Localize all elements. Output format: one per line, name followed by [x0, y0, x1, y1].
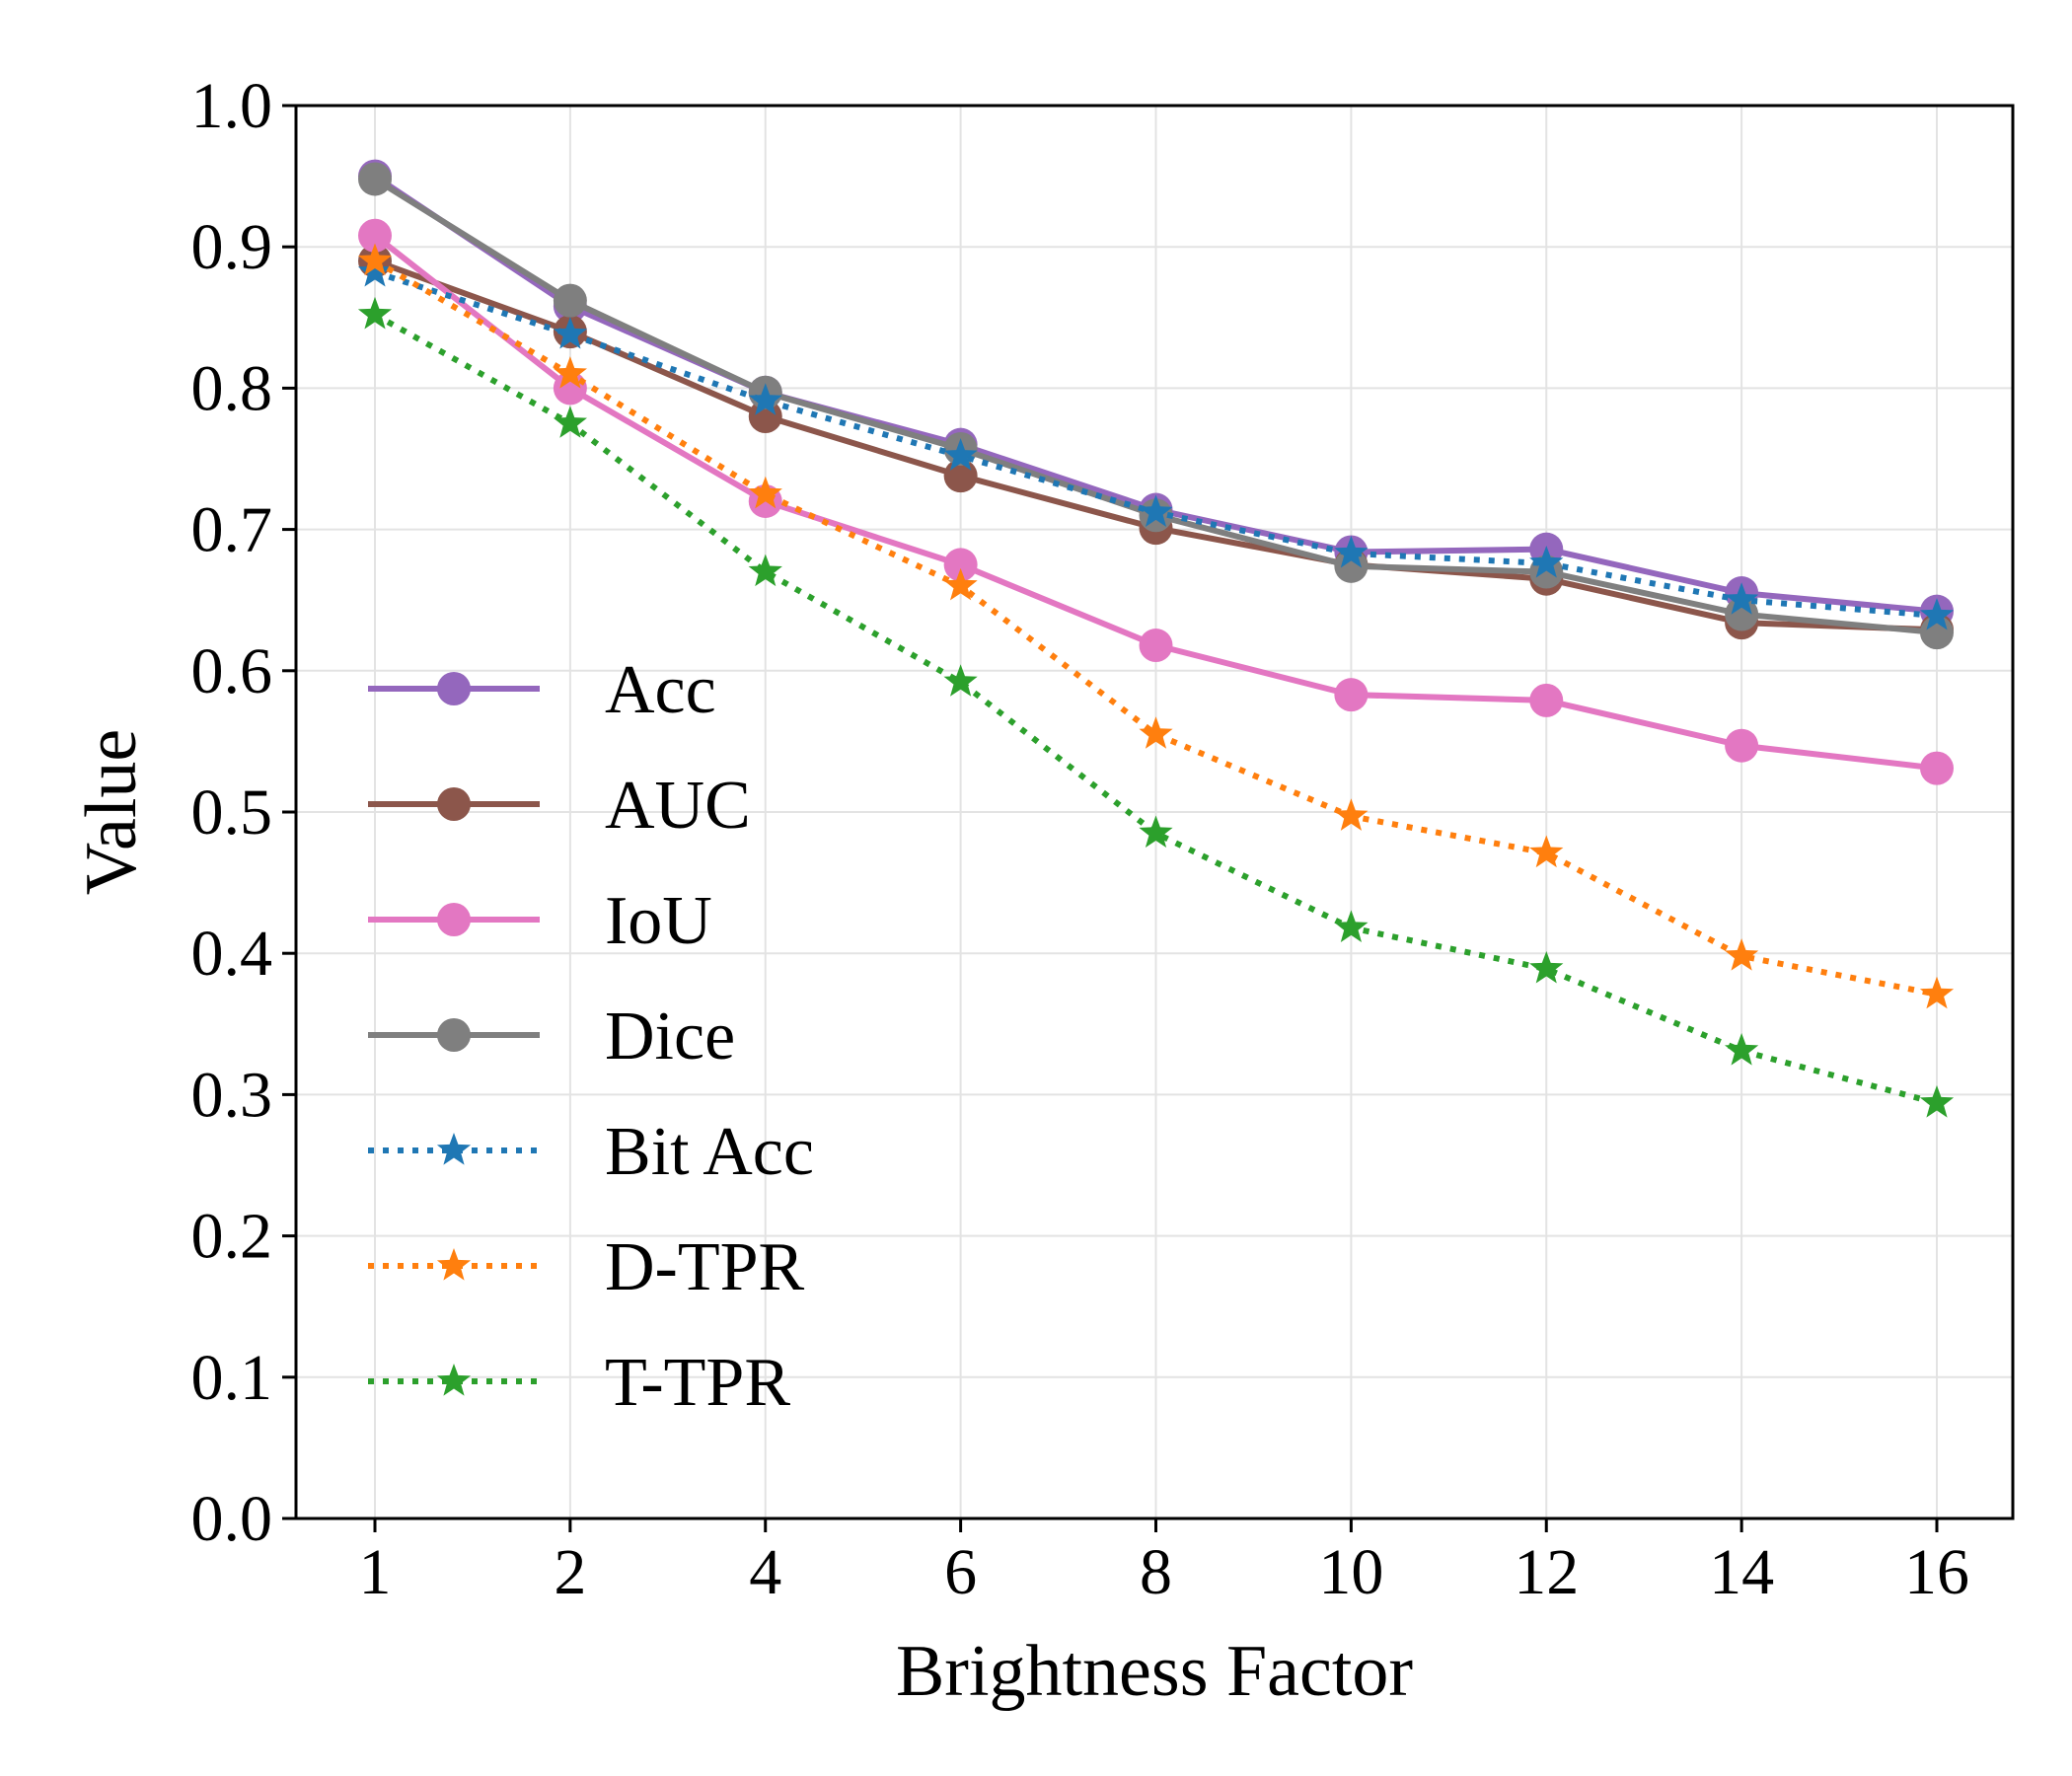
x-tick-label: 10: [1318, 1536, 1383, 1608]
data-point-dice: [1334, 549, 1369, 583]
legend-marker: [437, 1018, 471, 1052]
data-point-bit-acc: [1334, 535, 1369, 568]
legend-marker: [436, 1133, 472, 1165]
data-point-d-tpr: [1919, 976, 1955, 1009]
x-tick-label: 1: [359, 1536, 392, 1608]
data-point-d-tpr: [553, 356, 587, 389]
data-point-d-tpr: [1334, 798, 1369, 831]
data-point-iou: [1529, 683, 1564, 717]
data-point-bit-acc: [943, 438, 978, 471]
x-tick-label: 2: [554, 1536, 586, 1608]
y-tick-label: 0.9: [191, 211, 273, 283]
data-point-t-tpr: [1139, 815, 1173, 848]
legend-marker: [437, 672, 471, 705]
legend-label: IoU: [605, 883, 712, 959]
legend-item-bit-acc: Bit Acc: [368, 1114, 814, 1190]
legend-label: Dice: [605, 999, 735, 1074]
x-tick-label: 8: [1140, 1536, 1172, 1608]
data-point-iou: [1725, 728, 1759, 763]
data-point-bit-acc: [1139, 494, 1173, 527]
data-point-d-tpr: [748, 476, 782, 509]
series-bit-acc: [357, 255, 1955, 630]
series-iou: [358, 218, 1954, 785]
legend-item-iou: IoU: [368, 883, 712, 959]
data-point-dice: [358, 162, 392, 196]
legend: Acc AUC IoU Dice Bit Acc D-TPR T-TPR: [368, 652, 814, 1421]
legend-marker: [436, 1364, 472, 1396]
legend-label: AUC: [605, 768, 751, 844]
data-point-bit-acc: [357, 255, 393, 287]
legend-marker: [436, 1248, 472, 1281]
data-point-d-tpr: [943, 567, 978, 601]
data-point-bit-acc: [748, 383, 782, 415]
series-line-t-tpr: [373, 312, 1938, 1106]
legend-item-t-tpr: T-TPR: [368, 1345, 790, 1421]
data-point-d-tpr: [357, 243, 393, 276]
data-point-iou: [943, 548, 978, 582]
x-tick-label: 12: [1514, 1536, 1579, 1608]
legend-label: T-TPR: [605, 1345, 790, 1421]
data-point-d-tpr: [1139, 716, 1173, 749]
series-d-tpr: [357, 243, 1955, 1009]
legend-marker: [437, 787, 471, 821]
data-point-t-tpr: [1725, 1033, 1759, 1066]
legend-label: D-TPR: [605, 1229, 805, 1305]
data-point-d-tpr: [1725, 938, 1759, 971]
data-point-bit-acc: [1529, 546, 1564, 578]
data-point-dice: [553, 283, 587, 318]
data-point-d-tpr: [1529, 835, 1564, 868]
y-axis-title: Value: [71, 729, 152, 896]
x-axis-title: Brightness Factor: [896, 1631, 1413, 1712]
y-tick-label: 0.1: [191, 1342, 273, 1414]
legend-item-auc: AUC: [368, 768, 751, 844]
data-point-bit-acc: [553, 317, 587, 349]
data-point-dice: [1725, 597, 1759, 631]
y-tick-label: 0.6: [191, 635, 273, 707]
data-point-t-tpr: [1919, 1085, 1955, 1118]
series-t-tpr: [357, 296, 1955, 1118]
y-tick-label: 1.0: [191, 70, 273, 142]
data-point-t-tpr: [553, 406, 587, 438]
data-point-iou: [1920, 751, 1954, 785]
legend-label: Acc: [605, 652, 716, 728]
data-point-t-tpr: [943, 664, 978, 697]
data-point-iou: [553, 371, 587, 406]
data-point-t-tpr: [748, 554, 782, 587]
y-tick-label: 0.0: [191, 1483, 273, 1555]
y-tick-label: 0.5: [191, 777, 273, 849]
data-point-t-tpr: [1529, 951, 1564, 984]
series-lines: [357, 159, 1955, 1118]
x-tick-label: 14: [1709, 1536, 1774, 1608]
legend-marker: [437, 903, 471, 936]
x-axis: 1 2 4 6 8 10 12 14 16: [359, 1518, 1969, 1608]
data-point-bit-acc: [1725, 582, 1759, 615]
y-tick-label: 0.3: [191, 1059, 273, 1131]
data-point-t-tpr: [1334, 910, 1369, 942]
y-tick-label: 0.4: [191, 918, 273, 990]
y-tick-label: 0.7: [191, 494, 273, 566]
data-point-iou: [358, 218, 392, 253]
x-tick-label: 6: [944, 1536, 977, 1608]
x-tick-label: 4: [749, 1536, 781, 1608]
data-point-iou: [1334, 678, 1369, 712]
data-point-bit-acc: [1919, 598, 1955, 630]
legend-item-dice: Dice: [368, 999, 735, 1074]
y-axis: 0.0 0.1 0.2 0.3 0.4 0.5 0.6 0.7 0.8 0.9 1.0: [191, 70, 296, 1555]
data-point-iou: [1139, 629, 1173, 663]
y-tick-label: 0.8: [191, 352, 273, 424]
y-tick-label: 0.2: [191, 1201, 273, 1273]
legend-item-d-tpr: D-TPR: [368, 1229, 805, 1305]
legend-label: Bit Acc: [605, 1114, 814, 1190]
legend-item-acc: Acc: [368, 652, 716, 728]
data-point-t-tpr: [357, 296, 393, 330]
x-tick-label: 16: [1904, 1536, 1969, 1608]
